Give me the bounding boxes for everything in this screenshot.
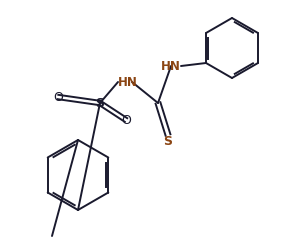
- Text: S: S: [96, 97, 104, 110]
- Text: S: S: [164, 135, 172, 148]
- Text: HN: HN: [118, 75, 138, 88]
- Text: HN: HN: [161, 60, 181, 72]
- Text: O: O: [53, 90, 63, 104]
- Text: O: O: [121, 114, 131, 126]
